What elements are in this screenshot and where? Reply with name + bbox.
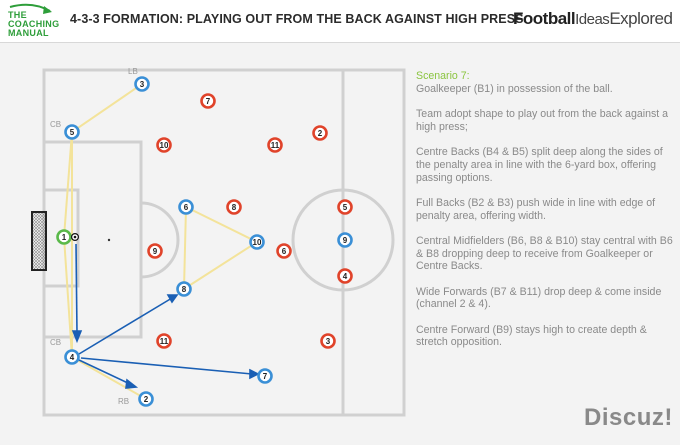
opponent-r11-bottom[interactable]: 11 [156,333,172,349]
player-b10[interactable]: 10 [249,234,265,250]
opponent-r6[interactable]: 6 [276,243,292,259]
player-b8[interactable]: 8 [176,281,192,297]
opponent-r8[interactable]: 8 [226,199,242,215]
opponent-r5[interactable]: 5 [337,199,353,215]
arrow-head-b4-b8 [166,294,179,304]
opponent-r11-top[interactable]: 11 [267,137,283,153]
centre-circle [291,188,395,292]
opponent-r4[interactable]: 4 [337,268,353,284]
page-title: 4-3-3 FORMATION: PLAYING OUT FROM THE BA… [70,12,524,26]
opponent-r7[interactable]: 7 [200,93,216,109]
scenario-heading: Scenario 7: [416,70,470,82]
header-bar: THE COACHING MANUAL 4-3-3 FORMATION: PLA… [0,0,680,43]
line-b1-b5 [63,131,73,238]
scenario-para-7: Centre Forward (B9) stays high to create… [416,323,647,349]
logo-line-3: MANUAL [8,28,49,38]
player-b1-goalkeeper[interactable]: 1 [56,229,72,245]
player-b1-number: 1 [62,233,67,242]
player-b4[interactable]: 4 [64,349,80,365]
opponent-r3-number: 3 [326,337,331,346]
player-b6-number: 6 [184,203,189,212]
line-b5-b3 [71,83,143,133]
opponent-r8-number: 8 [232,203,237,212]
line-b1-b4 [63,236,73,358]
arrow-head-b4-b7 [249,368,260,380]
opponent-r2-number: 2 [318,129,323,138]
scenario-para-5: Central Midfielders (B6, B8 & B10) stay … [416,234,673,273]
logo-line-1: THE [8,10,27,20]
scenario-description: Scenario 7: Goalkeeper (B1) in possessio… [416,70,674,361]
arrow-head-b4-b2 [125,378,139,389]
scenario-para-4: Full Backs (B2 & B3) push wide in line w… [416,196,656,222]
scenario-para-3: Centre Backs (B4 & B5) split deep along … [416,145,663,184]
opponent-r4-number: 4 [343,272,348,281]
blue-team: 3 5 6 10 8 9 4 2 7 [64,76,353,407]
pitch-diagram: LB CB CB RB 1 3 5 6 10 8 9 4 2 7 7 2 10 … [31,67,406,417]
goal [31,211,47,271]
goal-net [31,211,47,271]
player-b3-number: 3 [140,80,145,89]
player-b2[interactable]: 2 [138,391,154,407]
line-b10-b8 [183,241,258,290]
support-lines [63,83,258,400]
label-lb: LB [128,67,138,76]
scenario-para-6: Wide Forwards (B7 & B11) drop deep & com… [416,285,662,311]
opponent-r11-bottom-number: 11 [160,337,169,346]
player-b4-number: 4 [70,353,75,362]
penalty-spot [107,238,111,242]
player-b8-number: 8 [182,285,187,294]
brand-part-1: Football [513,9,576,28]
player-b5[interactable]: 5 [64,124,80,140]
logo-line-2: COACHING [8,19,60,29]
brand-part-3: Explored [609,9,673,28]
opponent-r7-number: 7 [206,97,211,106]
pass-arrows [71,243,260,389]
opponent-r10-number: 10 [160,141,169,150]
brand-logo[interactable]: FootballIdeasExplored [513,9,673,29]
opponent-r9-number: 9 [153,247,158,256]
opponent-r2[interactable]: 2 [312,125,328,141]
ball-icon [70,233,79,242]
opponent-r5-number: 5 [343,203,348,212]
opponent-r10[interactable]: 10 [156,137,172,153]
line-b6-b10 [185,206,258,243]
penalty-arc [140,201,180,279]
arrow-b4-to-b8 [78,297,173,355]
label-cb-bottom: CB [50,338,61,347]
player-b5-number: 5 [70,128,75,137]
arrow-head-b1-b4 [71,330,83,344]
brand-part-2: Ideas [575,11,610,28]
player-b9-number: 9 [343,236,348,245]
player-b3[interactable]: 3 [134,76,150,92]
player-b9[interactable]: 9 [337,232,353,248]
player-b7[interactable]: 7 [257,368,273,384]
player-b2-number: 2 [144,395,149,404]
player-b6[interactable]: 6 [178,199,194,215]
arrow-b1-to-b4 [75,243,78,334]
opponent-r11-top-number: 11 [271,141,280,150]
line-b6-b8 [183,206,187,290]
red-team: 7 2 10 11 8 5 9 6 4 11 3 [147,93,353,349]
player-b7-number: 7 [263,372,268,381]
label-cb-top: CB [50,120,61,129]
line-b4-b2 [71,356,147,400]
coaching-manual-logo[interactable]: THE COACHING MANUAL [6,3,64,39]
opponent-r3[interactable]: 3 [320,333,336,349]
logo-swoosh-icon [9,3,52,14]
label-rb: RB [118,397,129,406]
scenario-para-2: Team adopt shape to play out from the ba… [416,107,669,133]
opponent-r6-number: 6 [282,247,287,256]
scenario-intro: Goalkeeper (B1) in possession of the bal… [416,82,613,95]
position-labels: LB CB CB RB [50,67,138,406]
player-b10-number: 10 [253,238,262,247]
opponent-r9[interactable]: 9 [147,243,163,259]
watermark: Discuz! [584,404,673,431]
arrow-b4-to-b7 [80,357,253,375]
arrow-b4-to-b2 [78,359,131,385]
